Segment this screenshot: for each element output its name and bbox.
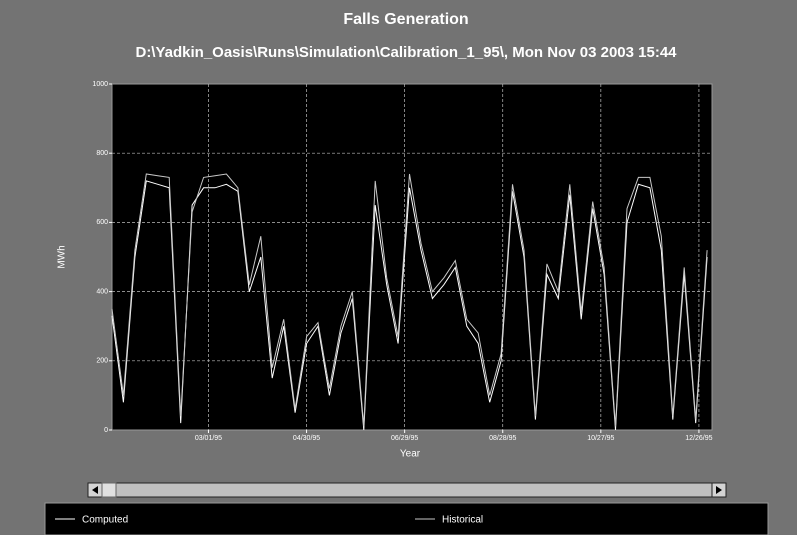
x-tick-label: 03/01/95 — [195, 435, 222, 442]
x-tick-label: 08/28/95 — [489, 435, 516, 442]
x-tick-label: 10/27/95 — [587, 435, 614, 442]
y-tick-label: 800 — [96, 150, 108, 157]
x-tick-label: 12/26/95 — [685, 435, 712, 442]
arrow-icon — [92, 486, 98, 494]
x-axis-label: Year — [400, 449, 421, 460]
plot-area — [111, 83, 713, 431]
y-tick-label: 200 — [96, 358, 108, 365]
y-tick-label: 1000 — [92, 81, 108, 88]
legend-label: Computed — [82, 515, 128, 526]
series-line — [111, 173, 708, 427]
scroll-thumb[interactable] — [101, 482, 117, 498]
scrollbar[interactable] — [87, 482, 727, 498]
y-tick-label: 600 — [96, 219, 108, 226]
legend-panel — [44, 502, 769, 535]
y-axis-label: MWh — [57, 245, 68, 268]
chart-title: Falls Generation — [343, 11, 468, 28]
x-tick-label: 06/29/95 — [391, 435, 418, 442]
legend-label: Historical — [442, 515, 483, 526]
y-tick-label: 0 — [104, 427, 108, 434]
y-tick-label: 400 — [96, 288, 108, 295]
chart-subtitle: D:\Yadkin_Oasis\Runs\Simulation\Calibrat… — [135, 44, 677, 61]
scroll-track[interactable] — [87, 482, 727, 498]
x-tick-label: 04/30/95 — [293, 435, 320, 442]
arrow-icon — [716, 486, 722, 494]
